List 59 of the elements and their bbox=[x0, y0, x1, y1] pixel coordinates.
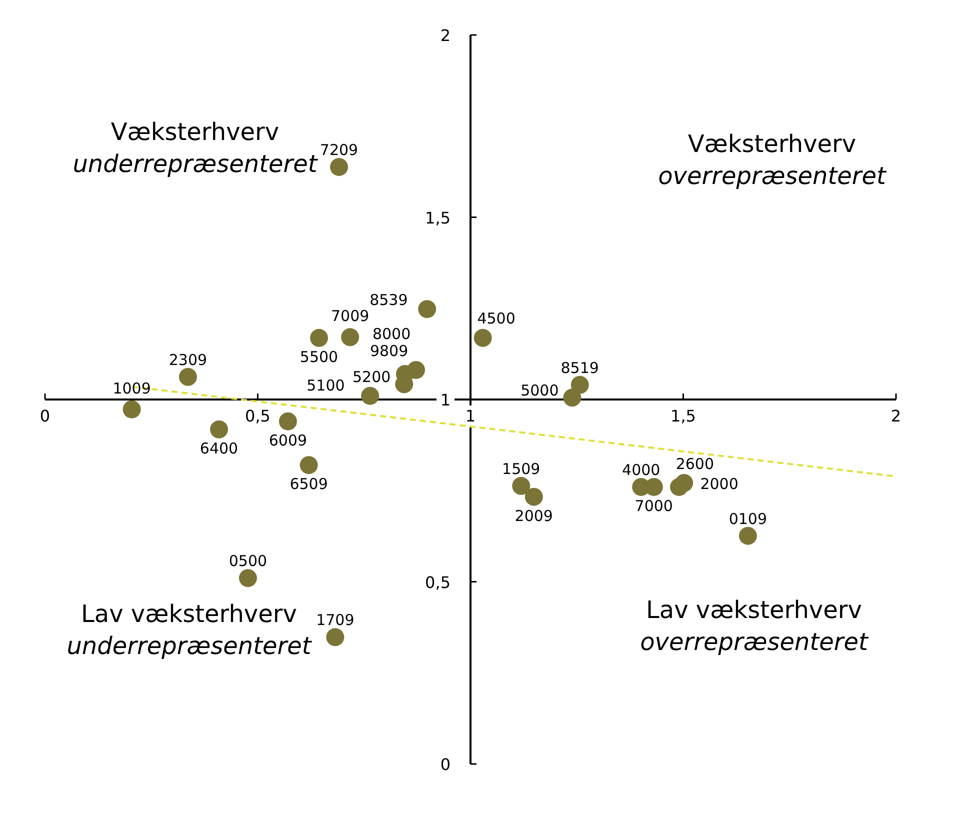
annotation: Lav væksterhverv underrepræsenteret bbox=[66, 600, 313, 660]
annotation: 4000 bbox=[622, 460, 660, 479]
annotation: Lav væksterhverv overrepræsenteret bbox=[640, 596, 870, 656]
point bbox=[512, 476, 530, 495]
x-tick-label: 0 bbox=[40, 406, 50, 426]
point bbox=[563, 388, 582, 407]
annotation: Væksterhverv overrepræsenteret bbox=[658, 130, 888, 190]
annotation: 2000 bbox=[700, 474, 738, 493]
annotation: 8519 bbox=[560, 358, 599, 377]
x-tick-label: 2 bbox=[890, 406, 902, 426]
point bbox=[418, 300, 436, 318]
annotation: 2009 bbox=[514, 506, 553, 525]
point bbox=[310, 328, 328, 347]
annotation: 7209 bbox=[320, 140, 358, 159]
point bbox=[474, 328, 492, 347]
annotation: 5200 bbox=[352, 368, 391, 386]
annotation: 2600 bbox=[676, 454, 714, 473]
annotation: 2309 bbox=[168, 350, 208, 369]
point bbox=[122, 400, 141, 418]
x-tick-label: 1,5 bbox=[670, 406, 696, 426]
annotation: 6400 bbox=[200, 439, 238, 458]
annotation: 5000 bbox=[520, 381, 559, 400]
point bbox=[570, 376, 589, 394]
point bbox=[278, 412, 297, 430]
y-tick-label: 1,5 bbox=[425, 208, 450, 228]
x-tick-label: 1 bbox=[465, 406, 476, 426]
point bbox=[738, 526, 757, 545]
annotation: 7000 bbox=[634, 496, 673, 515]
annotation: 7009 bbox=[330, 307, 370, 326]
point bbox=[178, 368, 197, 386]
point bbox=[326, 628, 344, 646]
point bbox=[675, 474, 694, 492]
annotation: 8000 bbox=[372, 325, 411, 344]
annotation: 1709 bbox=[316, 611, 354, 630]
annotation: 6509 bbox=[290, 475, 328, 494]
annotation: 5500 bbox=[300, 348, 338, 366]
y-tick-label: 0 bbox=[440, 755, 450, 774]
point bbox=[330, 158, 348, 176]
annotation: 6009 bbox=[268, 431, 308, 450]
point bbox=[524, 488, 543, 506]
annotation: 5100 bbox=[306, 376, 345, 394]
annotation: 0109 bbox=[728, 510, 768, 528]
annotation: 1009 bbox=[112, 379, 151, 398]
annotation: 0500 bbox=[228, 552, 268, 570]
annotation: 1509 bbox=[502, 460, 540, 478]
point bbox=[238, 569, 257, 588]
x-tick-label: 0,5 bbox=[245, 406, 270, 426]
annotation: 8539 bbox=[370, 291, 408, 310]
point bbox=[210, 420, 228, 438]
y-tick-label: 2 bbox=[440, 26, 450, 45]
point bbox=[300, 456, 318, 474]
point bbox=[361, 386, 380, 405]
annotation: 4500 bbox=[477, 310, 516, 328]
annotation: Væksterhverv underrepræsenteret bbox=[72, 118, 319, 178]
y-tick-label: 0,5 bbox=[425, 572, 450, 592]
y-tick-label: 1 bbox=[440, 390, 450, 410]
point bbox=[407, 360, 426, 379]
annotation: 9809 bbox=[370, 342, 408, 360]
point bbox=[341, 328, 360, 346]
